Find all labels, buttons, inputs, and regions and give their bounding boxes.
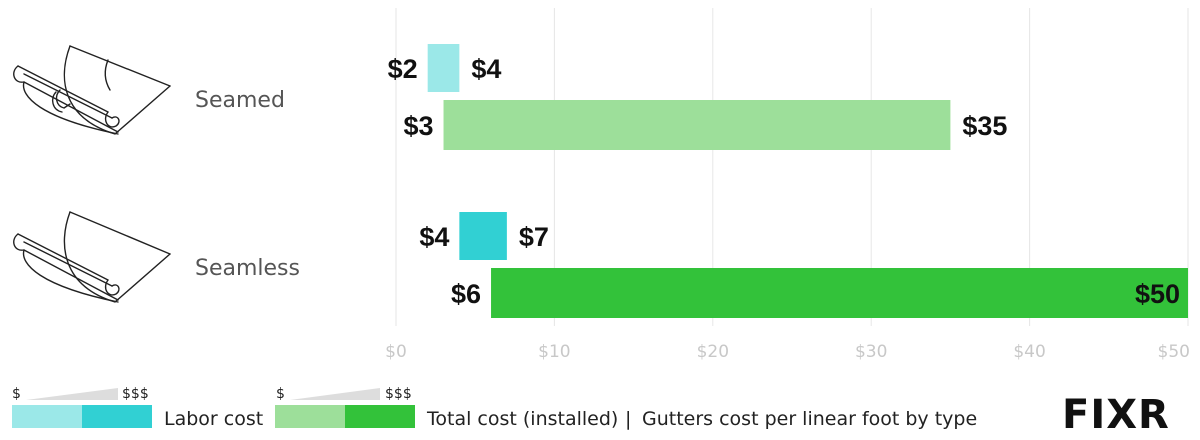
x-axis-ticks: $0 $10 $20 $30 $40 $50 bbox=[385, 342, 1190, 362]
legend-total-swatch-dark bbox=[345, 405, 415, 428]
grid-lines bbox=[395, 8, 1189, 326]
x-tick-label-3: $30 bbox=[855, 342, 887, 362]
legend-labor-high-symbol: $$$ bbox=[122, 386, 149, 402]
x-tick-label-2: $20 bbox=[697, 342, 729, 362]
bar-label-low-labor-seamed: $2 bbox=[388, 54, 418, 84]
x-tick-label-1: $10 bbox=[538, 342, 570, 362]
bar-label-high-labor-seamless: $7 bbox=[519, 222, 549, 252]
legend-labor-ramp bbox=[26, 388, 118, 400]
seamed-gutter-icon bbox=[13, 45, 171, 135]
legend-total-label: Total cost (installed) bbox=[426, 408, 618, 430]
legend-labor-swatch-light bbox=[12, 405, 82, 428]
category-label-seamless: Seamless bbox=[195, 256, 300, 281]
bar-label-low-total-seamed: $3 bbox=[403, 111, 433, 141]
category-label-seamed: Seamed bbox=[195, 88, 285, 113]
bar-labor-seamed bbox=[427, 44, 460, 92]
bar-label-low-labor-seamless: $4 bbox=[419, 222, 449, 252]
legend-labor-low-symbol: $ bbox=[12, 386, 21, 402]
fixr-logo-text: FIXR bbox=[1062, 392, 1170, 438]
bar-labor-seamless bbox=[459, 212, 507, 260]
seamless-gutter-icon bbox=[13, 211, 171, 303]
x-tick-label-5: $50 bbox=[1158, 342, 1190, 362]
bar-label-high-total-seamless: $50 bbox=[1135, 279, 1180, 309]
legend: $ $$$ Labor cost $ $$$ Total cost (insta… bbox=[12, 386, 977, 430]
chart-subtitle: Gutters cost per linear foot by type bbox=[642, 408, 977, 430]
bars: $2 $4 $3 $35 $4 $7 $6 $50 bbox=[388, 44, 1188, 318]
fixr-logo: FIXR bbox=[1062, 392, 1170, 438]
legend-total-ramp bbox=[290, 388, 380, 400]
bar-label-high-total-seamed: $35 bbox=[962, 111, 1007, 141]
bar-label-low-total-seamless: $6 bbox=[451, 279, 481, 309]
legend-labor-label: Labor cost bbox=[164, 408, 263, 430]
legend-labor-swatch-dark bbox=[82, 405, 152, 428]
legend-total-high-symbol: $$$ bbox=[385, 386, 412, 402]
legend-separator: | bbox=[625, 408, 631, 430]
bar-label-high-labor-seamed: $4 bbox=[471, 54, 501, 84]
bar-total-seamless bbox=[491, 268, 1188, 318]
legend-total-low-symbol: $ bbox=[276, 386, 285, 402]
x-tick-label-4: $40 bbox=[1013, 342, 1045, 362]
bar-total-seamed bbox=[443, 100, 951, 150]
legend-total-swatch-light bbox=[275, 405, 345, 428]
x-tick-label-0: $0 bbox=[385, 342, 407, 362]
